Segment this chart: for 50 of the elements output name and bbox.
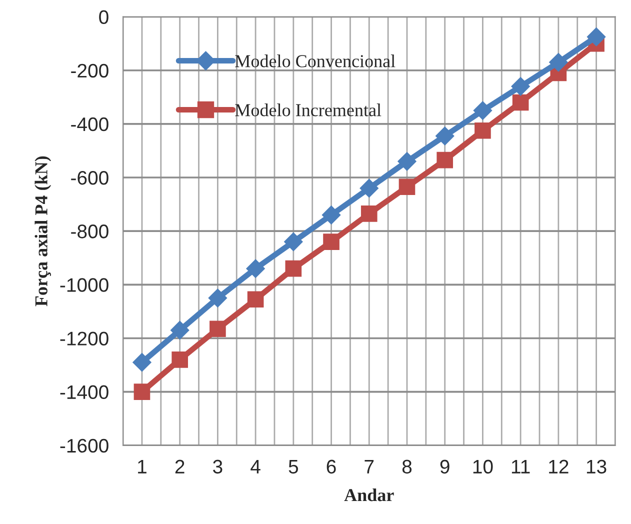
x-tick-label: 2 bbox=[175, 460, 184, 474]
x-tick-label: 1 bbox=[138, 460, 146, 474]
point bbox=[170, 320, 190, 340]
x-tick-label: 4 bbox=[250, 460, 260, 474]
point bbox=[398, 152, 416, 171]
point bbox=[210, 320, 226, 338]
point bbox=[398, 178, 416, 196]
x-tick-label: 11 bbox=[512, 460, 530, 474]
y-tick-label: -200 bbox=[71, 64, 108, 78]
y-axis-title: Força axial P4 (kN) bbox=[34, 156, 52, 306]
point bbox=[285, 260, 302, 277]
point bbox=[360, 206, 378, 222]
y-tick-label: -800 bbox=[71, 224, 108, 238]
x-tick-label: 5 bbox=[288, 460, 298, 474]
y-tick-label: 0 bbox=[99, 10, 108, 24]
legend-label: Modelo Convencional bbox=[235, 54, 396, 68]
point bbox=[322, 206, 341, 224]
point bbox=[284, 232, 303, 252]
point bbox=[323, 234, 340, 250]
x-tick-label: 3 bbox=[213, 460, 222, 474]
x-tick-label: 9 bbox=[440, 460, 450, 474]
x-tick-label: 6 bbox=[326, 460, 336, 474]
point bbox=[208, 288, 228, 308]
point bbox=[435, 126, 454, 146]
point bbox=[360, 178, 378, 198]
y-tick-label: -600 bbox=[71, 170, 108, 185]
point bbox=[473, 101, 492, 120]
x-tick-label: 7 bbox=[364, 460, 374, 474]
point bbox=[586, 28, 606, 46]
point bbox=[511, 77, 530, 96]
x-tick-label: 12 bbox=[549, 460, 568, 474]
point bbox=[247, 291, 264, 308]
point bbox=[474, 122, 491, 139]
x-axis-title: Andar bbox=[344, 488, 394, 502]
y-tick-label: -400 bbox=[71, 117, 108, 132]
legend-label: Modelo Incremental bbox=[235, 104, 382, 116]
point bbox=[134, 384, 150, 400]
point bbox=[549, 52, 568, 72]
point bbox=[246, 259, 265, 278]
point bbox=[132, 352, 152, 372]
point bbox=[436, 152, 454, 168]
y-tick-label: -1600 bbox=[60, 438, 108, 453]
x-tick-label: 13 bbox=[586, 460, 606, 474]
y-tick-label: -1000 bbox=[60, 278, 108, 292]
point bbox=[172, 352, 188, 368]
y-tick-label: -1200 bbox=[60, 332, 108, 346]
point bbox=[512, 94, 529, 111]
x-tick-label: 10 bbox=[473, 460, 493, 474]
y-tick-label: -1400 bbox=[60, 385, 108, 400]
x-tick-label: 8 bbox=[402, 460, 412, 474]
